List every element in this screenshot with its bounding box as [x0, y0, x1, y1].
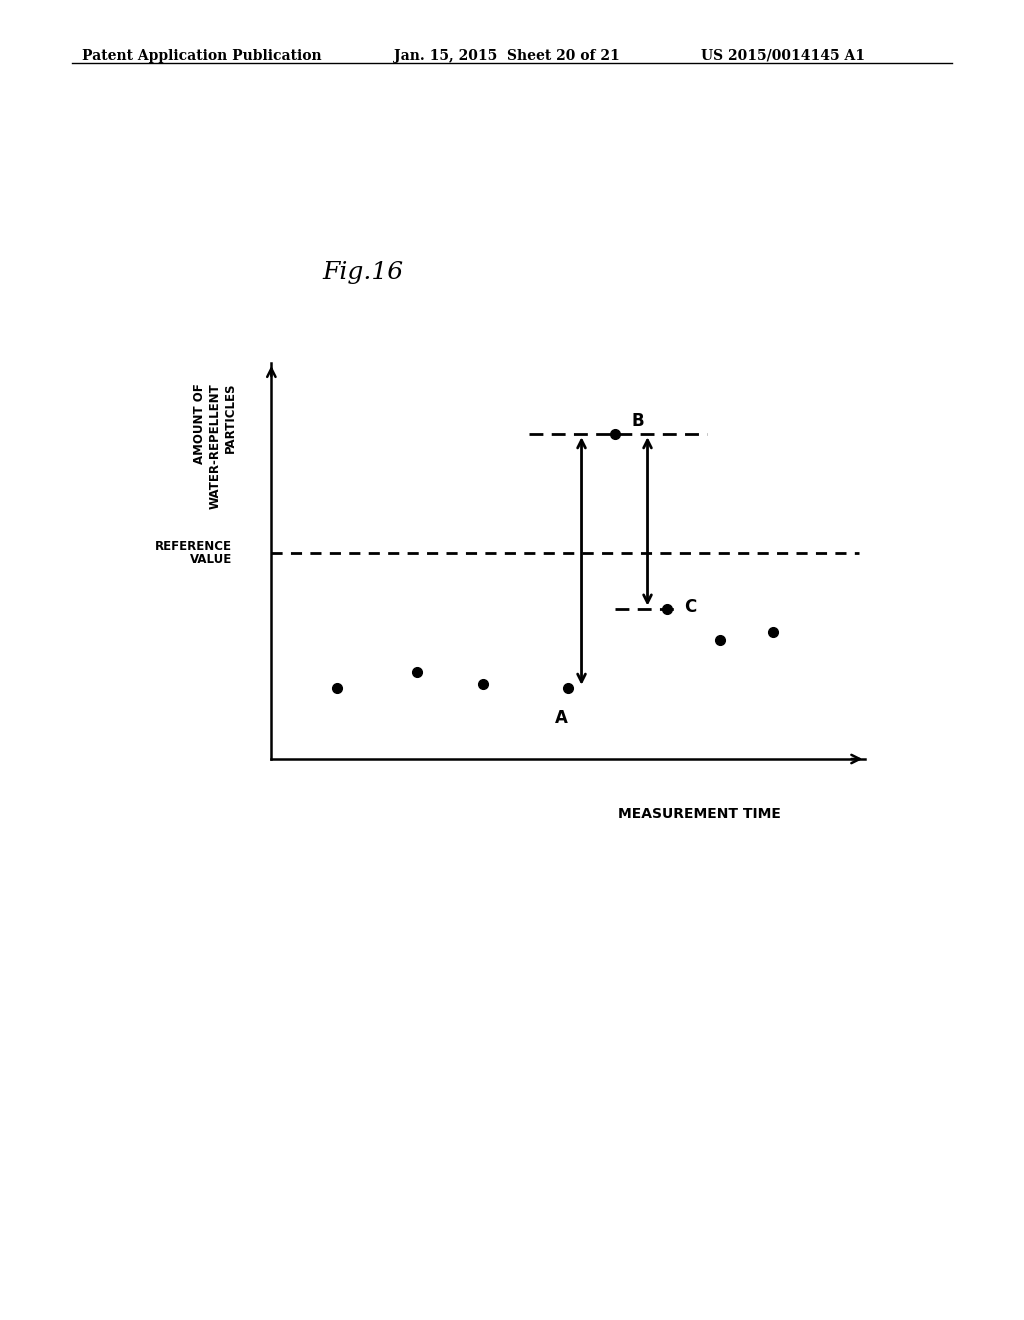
Text: B: B	[631, 412, 644, 430]
Text: US 2015/0014145 A1: US 2015/0014145 A1	[701, 49, 865, 63]
Text: A: A	[555, 709, 568, 727]
Text: Fig.16: Fig.16	[323, 261, 403, 284]
Text: MEASUREMENT TIME: MEASUREMENT TIME	[617, 807, 780, 821]
Text: AMOUNT OF: AMOUNT OF	[194, 383, 206, 463]
Text: WATER-REPELLENT: WATER-REPELLENT	[209, 383, 221, 508]
Text: Jan. 15, 2015  Sheet 20 of 21: Jan. 15, 2015 Sheet 20 of 21	[394, 49, 620, 63]
Text: PARTICLES: PARTICLES	[224, 383, 237, 453]
Text: VALUE: VALUE	[189, 553, 231, 566]
Text: Patent Application Publication: Patent Application Publication	[82, 49, 322, 63]
Text: REFERENCE: REFERENCE	[155, 540, 231, 553]
Text: C: C	[684, 598, 696, 616]
